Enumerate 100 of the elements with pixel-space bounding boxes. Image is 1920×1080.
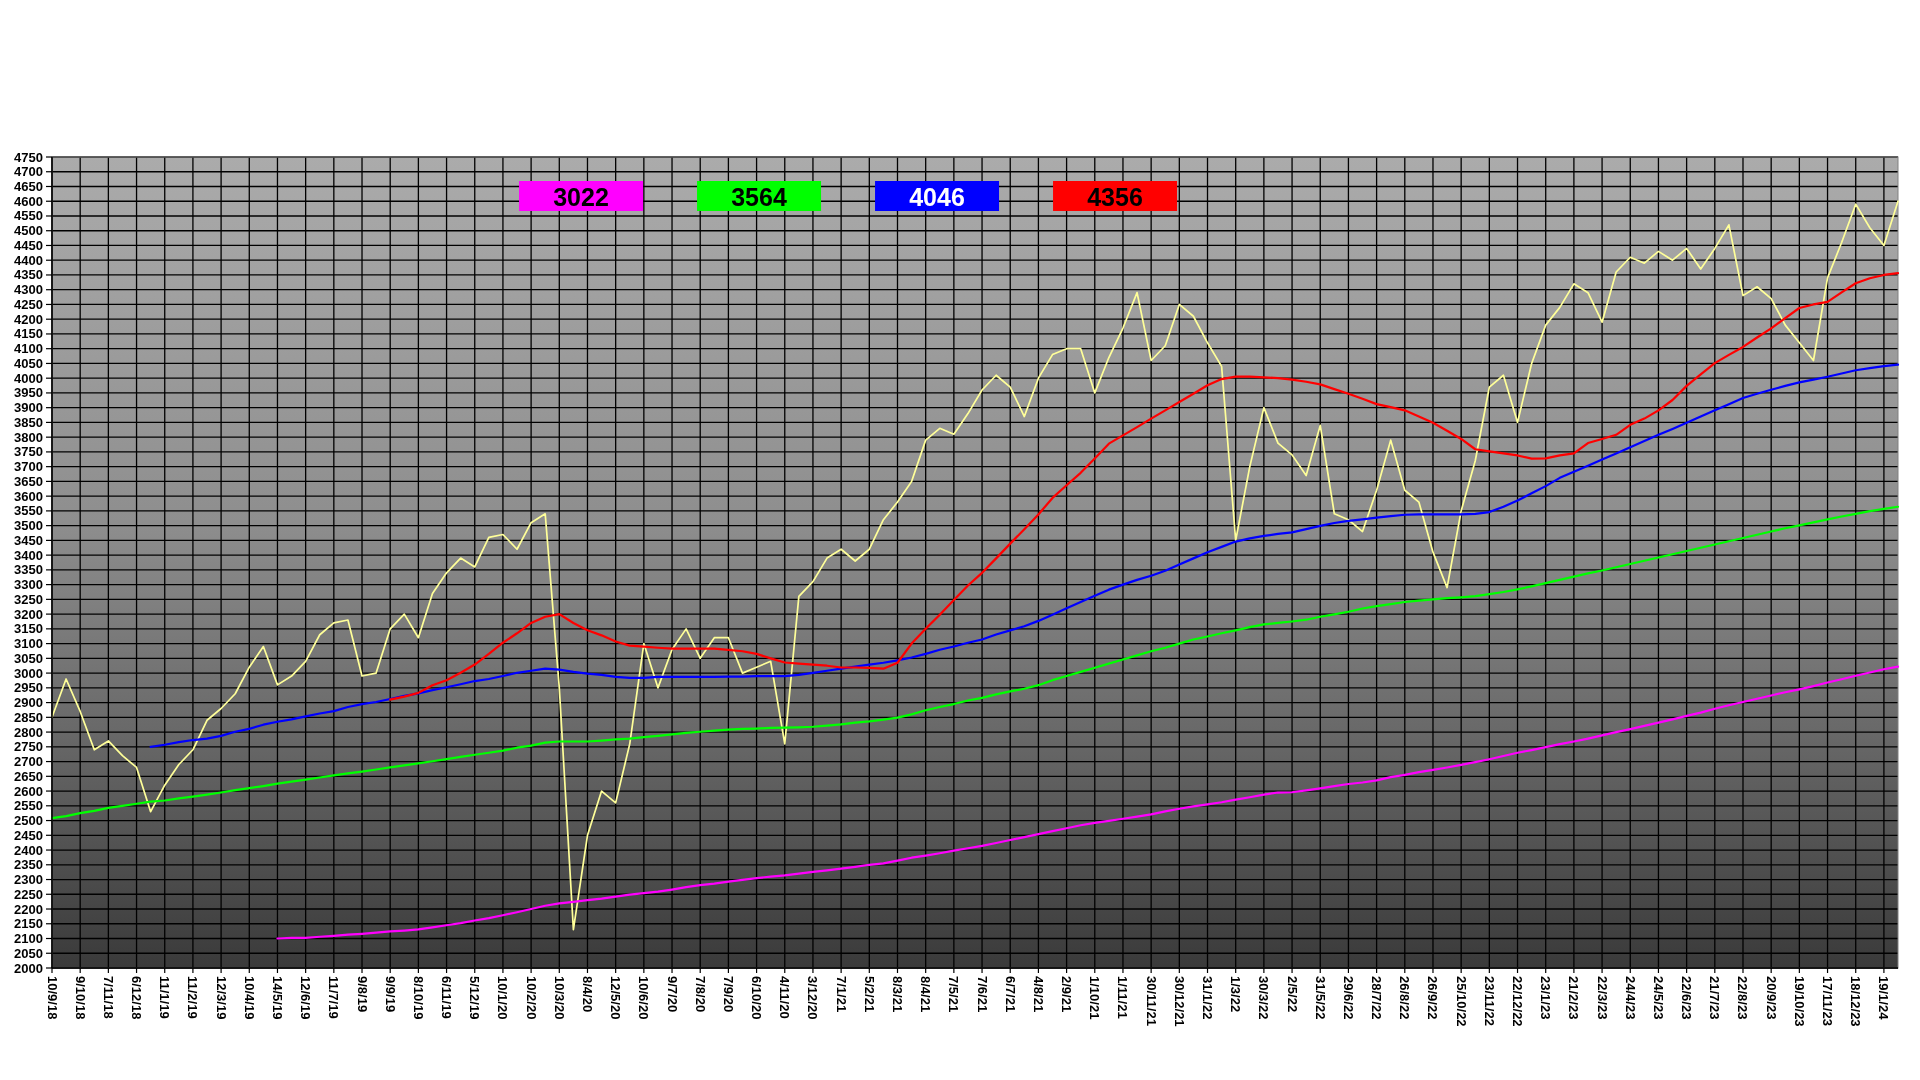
x-tick-label: 26/9/22	[1425, 976, 1441, 1020]
x-tick-label: 6/7/21	[1002, 976, 1018, 1013]
y-tick-label: 3250	[14, 591, 43, 607]
y-tick-label: 3100	[14, 636, 43, 652]
x-tick-label: 30/12/21	[1171, 976, 1187, 1027]
x-tick-label: 21/7/23	[1707, 976, 1723, 1020]
x-tick-label: 5/12/19	[467, 976, 483, 1020]
x-tick-label: 3/12/20	[805, 976, 821, 1020]
y-tick-label: 2500	[14, 813, 43, 829]
x-tick-label: 25/10/22	[1453, 976, 1469, 1027]
x-tick-label: 7/8/20	[692, 976, 708, 1013]
x-tick-label: 7/1/21	[833, 976, 849, 1013]
x-tick-label: 17/11/23	[1820, 976, 1836, 1026]
y-tick-label: 4150	[14, 326, 43, 342]
y-tick-label: 2550	[14, 798, 43, 814]
x-tick-label: 21/2/23	[1566, 976, 1582, 1020]
x-tick-label: 30/11/21	[1143, 976, 1159, 1026]
x-tick-label: 14/5/19	[269, 976, 285, 1020]
x-tick-label: 28/7/22	[1369, 976, 1385, 1020]
y-tick-label: 2200	[14, 901, 43, 917]
x-tick-label: 24/4/23	[1622, 976, 1638, 1020]
x-tick-label: 7/6/21	[974, 976, 990, 1013]
y-tick-label: 3350	[14, 562, 43, 578]
y-tick-label: 3850	[14, 414, 43, 430]
x-tick-label: 10/6/20	[636, 976, 652, 1020]
x-tick-label: 9/7/20	[664, 976, 680, 1013]
y-tick-label: 3800	[14, 429, 43, 445]
x-tick-label: 12/3/19	[213, 976, 229, 1020]
y-tick-label: 3150	[14, 621, 43, 637]
y-tick-label: 2350	[14, 857, 43, 873]
x-tick-label: 6/11/19	[439, 976, 455, 1019]
y-tick-label: 2850	[14, 709, 43, 725]
y-tick-label: 2600	[14, 783, 43, 799]
y-tick-label: 2300	[14, 872, 43, 888]
x-tick-label: 7/9/20	[720, 976, 736, 1013]
y-tick-label: 3950	[14, 385, 43, 401]
y-tick-label: 4600	[14, 193, 43, 209]
y-tick-label: 3900	[14, 400, 43, 416]
y-tick-label: 2750	[14, 739, 43, 755]
y-tick-label: 2000	[14, 960, 43, 976]
line-series	[276, 665, 1900, 940]
x-tick-label: 19/1/24	[1876, 976, 1892, 1021]
x-tick-label: 10/4/19	[241, 976, 257, 1020]
y-tick-label: 2050	[14, 945, 43, 961]
x-tick-label: 11/7/19	[326, 976, 342, 1019]
x-tick-label: 6/12/18	[129, 976, 145, 1020]
y-tick-label: 2950	[14, 680, 43, 696]
x-tick-label: 7/11/18	[100, 976, 116, 1019]
y-tick-label: 2100	[14, 931, 43, 947]
y-tick-label: 2150	[14, 916, 43, 932]
y-tick-label: 3600	[14, 488, 43, 504]
x-tick-label: 22/12/22	[1510, 976, 1526, 1027]
x-tick-label: 2/5/22	[1284, 976, 1300, 1013]
x-tick-label: 31/1/22	[1200, 976, 1216, 1020]
x-tick-label: 2/9/21	[1059, 976, 1075, 1013]
y-tick-label: 4650	[14, 178, 43, 194]
x-tick-label: 22/6/23	[1679, 976, 1695, 1020]
x-tick-label: 4/8/21	[1030, 976, 1046, 1013]
y-tick-label: 4350	[14, 267, 43, 283]
x-tick-label: 11/1/19	[157, 976, 173, 1019]
x-tick-label: 10/9/18	[44, 976, 60, 1020]
y-tick-label: 3300	[14, 577, 43, 593]
x-tick-label: 20/9/23	[1763, 976, 1779, 1020]
y-tick-label: 3050	[14, 650, 43, 666]
y-tick-label: 3550	[14, 503, 43, 519]
x-tick-label: 23/1/23	[1538, 976, 1554, 1020]
y-tick-label: 3650	[14, 473, 43, 489]
y-tick-label: 2800	[14, 724, 43, 740]
x-tick-label: 8/3/21	[890, 976, 905, 1013]
x-tick-label: 12/6/19	[298, 976, 314, 1020]
x-tick-label: 8/10/19	[410, 976, 426, 1020]
y-tick-label: 4400	[14, 252, 43, 268]
y-tick-label: 2900	[14, 695, 43, 711]
y-tick-label: 4300	[14, 282, 43, 298]
y-tick-label: 2700	[14, 754, 43, 770]
y-tick-label: 2400	[14, 842, 43, 858]
x-tick-label: 7/5/21	[946, 976, 962, 1013]
y-tick-label: 3200	[14, 606, 43, 622]
x-tick-label: 22/3/23	[1594, 976, 1610, 1020]
y-tick-label: 3400	[14, 547, 43, 563]
x-tick-label: 1/11/21	[1115, 976, 1131, 1019]
x-tick-label: 9/8/19	[354, 976, 370, 1013]
x-tick-label: 12/5/20	[608, 976, 624, 1020]
x-tick-label: 24/5/23	[1650, 976, 1666, 1020]
line-series	[389, 272, 1900, 701]
text: 4356	[1087, 183, 1143, 211]
x-tick-label: 1/10/21	[1087, 976, 1103, 1020]
x-tick-label: 1/3/22	[1228, 976, 1244, 1013]
x-tick-label: 31/5/22	[1312, 976, 1328, 1020]
y-tick-label: 4500	[14, 223, 43, 239]
y-tick-label: 4550	[14, 208, 43, 224]
x-tick-label: 9/9/19	[382, 976, 398, 1013]
x-tick-label: 10/3/20	[551, 976, 567, 1020]
y-tick-label: 3000	[14, 665, 43, 681]
x-tick-label: 9/10/18	[72, 976, 88, 1020]
y-tick-label: 3450	[14, 532, 43, 548]
y-tick-label: 4250	[14, 296, 43, 312]
x-tick-label: 10/1/20	[495, 976, 511, 1020]
x-tick-label: 22/8/23	[1735, 976, 1751, 1020]
x-tick-label: 26/8/22	[1397, 976, 1413, 1020]
